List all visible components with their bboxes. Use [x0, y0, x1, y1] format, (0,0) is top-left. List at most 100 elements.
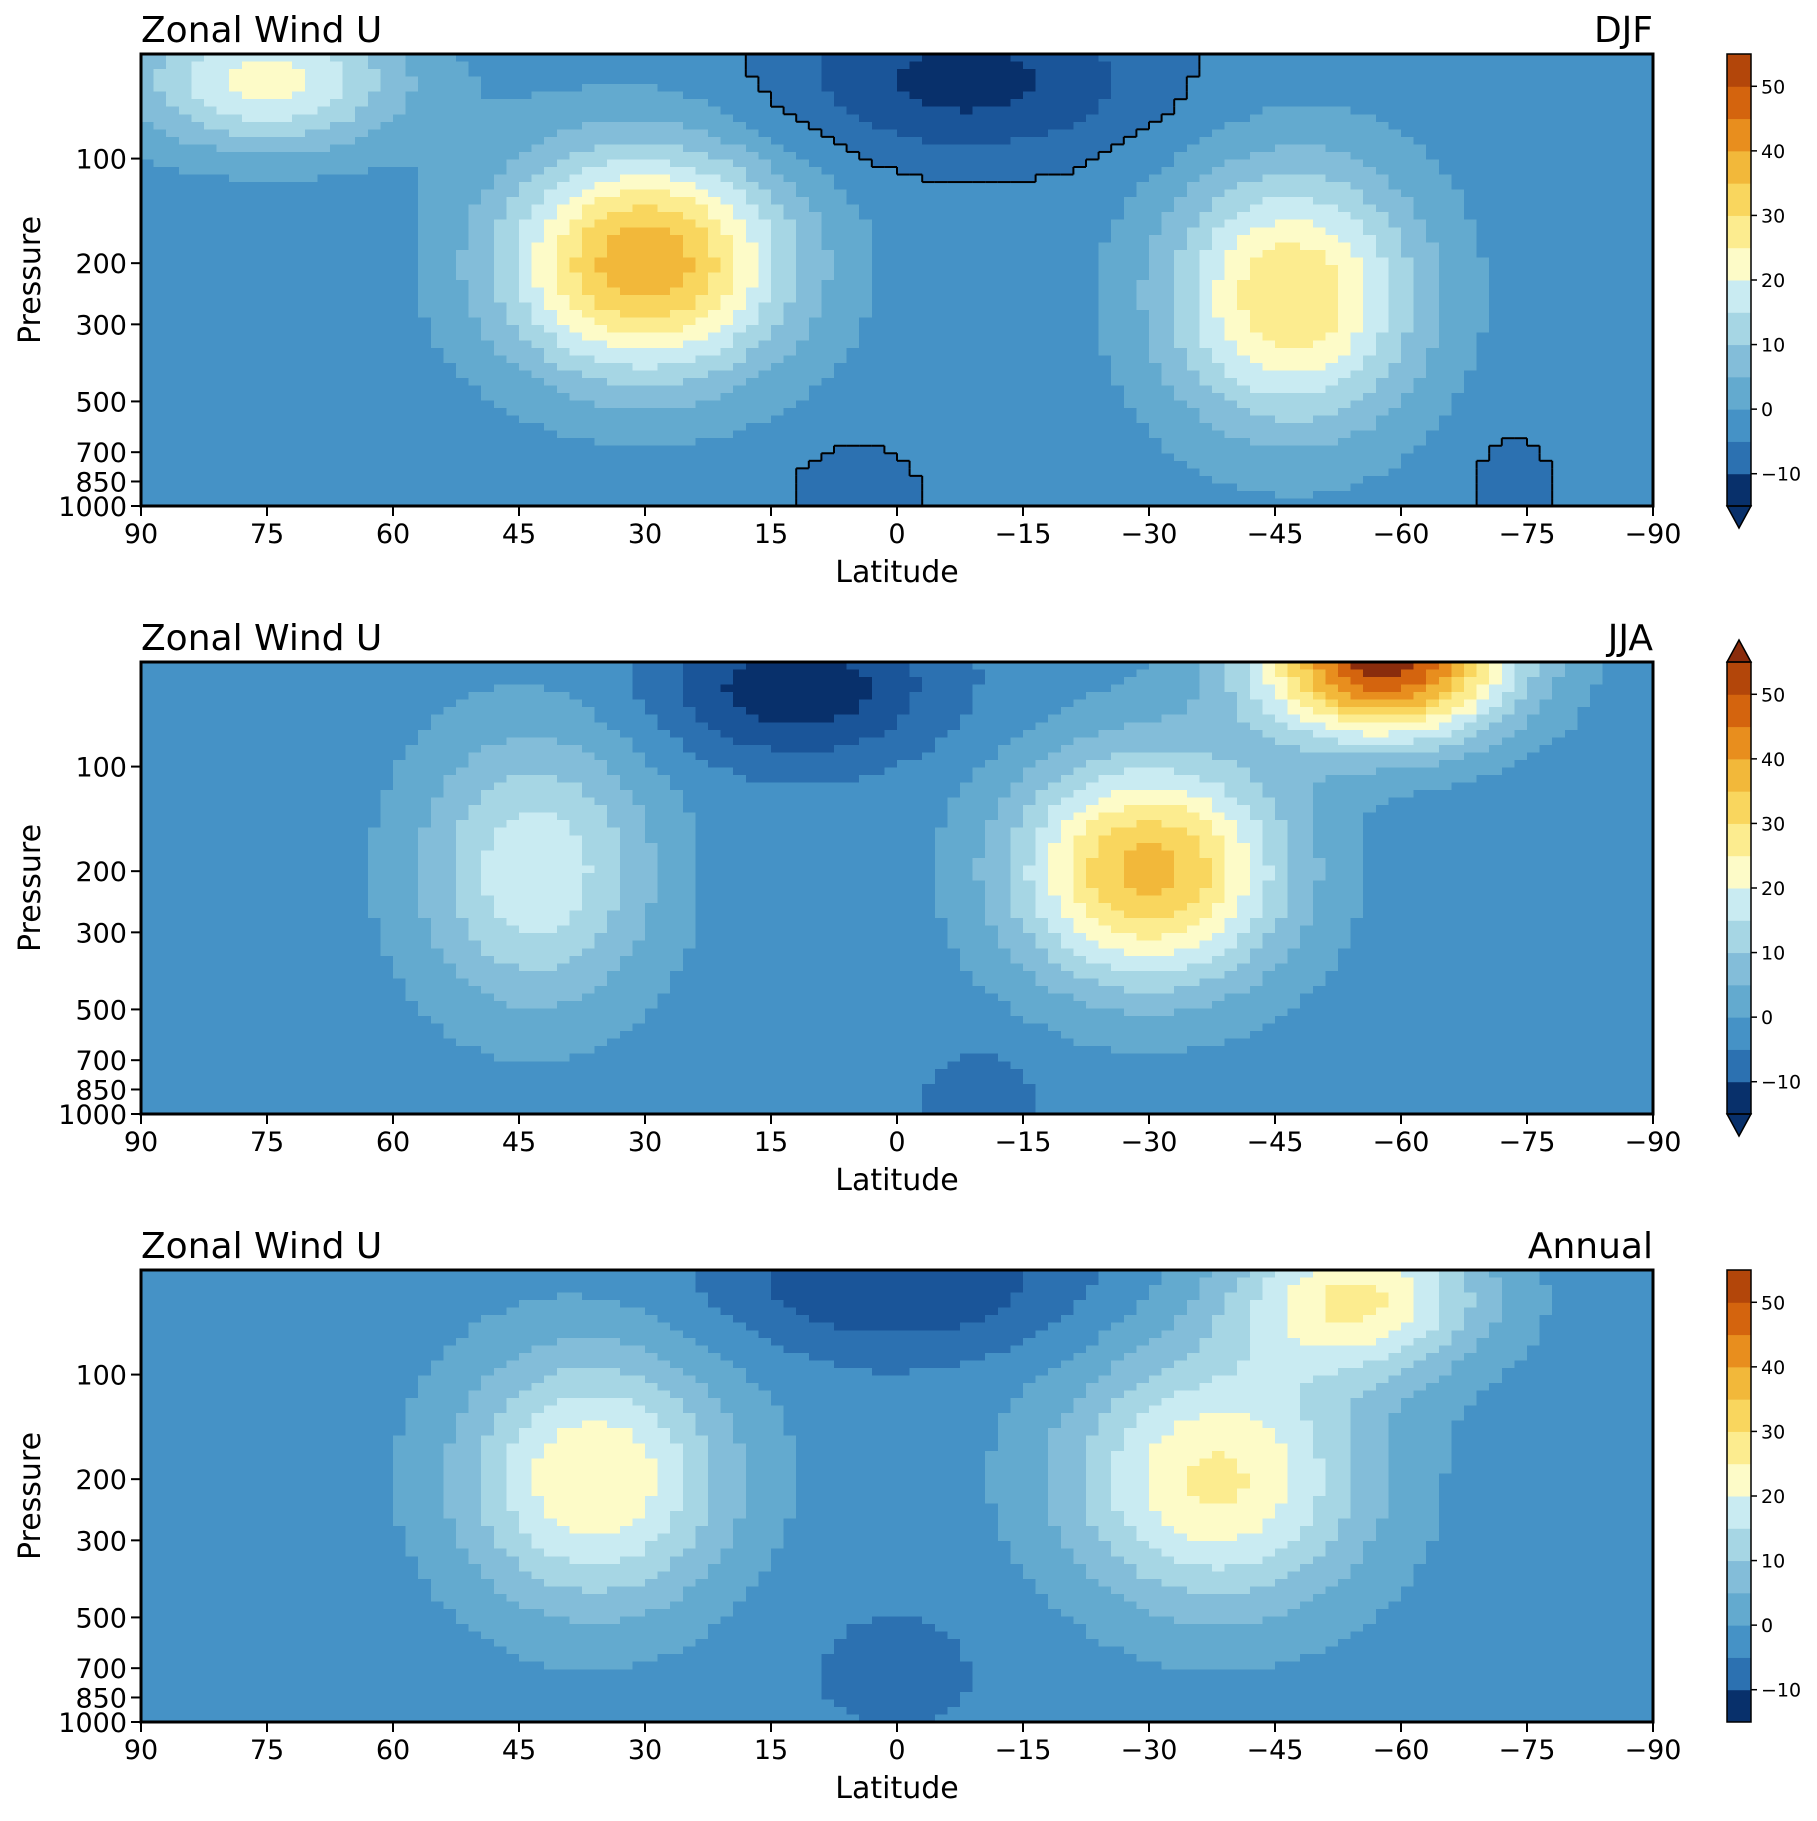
field-cell [1489, 332, 1503, 341]
field-cell [657, 61, 671, 70]
field-cell [317, 219, 331, 228]
field-cell [1325, 317, 1339, 326]
field-cell [456, 159, 470, 168]
field-cell [141, 219, 155, 228]
field-cell [771, 332, 785, 341]
field-cell [708, 310, 722, 319]
field-cell [304, 129, 318, 138]
field-cell [1060, 280, 1074, 289]
field-cell [1464, 355, 1478, 364]
field-cell [1275, 167, 1289, 176]
field-cell [1060, 99, 1074, 108]
field-cell [1514, 76, 1528, 85]
field-cell [1035, 272, 1049, 281]
field-cell [1615, 219, 1629, 228]
field-cell [632, 61, 646, 70]
field-cell [317, 99, 331, 108]
field-cell [1489, 242, 1503, 251]
field-cell [1640, 355, 1654, 364]
field-cell [304, 234, 318, 243]
field-cell [367, 340, 381, 349]
field-cell [1224, 182, 1238, 191]
field-cell [1136, 295, 1150, 304]
field-cell [972, 249, 986, 258]
field-cell [506, 242, 520, 251]
field-cell [1501, 167, 1515, 176]
field-cell [304, 182, 318, 191]
field-cell [1577, 76, 1591, 85]
field-cell [1564, 204, 1578, 213]
field-cell [393, 129, 407, 138]
field-cell [682, 257, 696, 266]
field-cell [1501, 287, 1515, 296]
field-cell [1602, 242, 1616, 251]
field-cell [1287, 197, 1301, 206]
field-cell [821, 174, 835, 183]
field-cell [1161, 264, 1175, 274]
field-cell [1161, 219, 1175, 228]
field-cell [1338, 136, 1352, 145]
field-cell [418, 234, 432, 243]
field-cell [1023, 212, 1037, 221]
field-cell [229, 362, 243, 371]
field-cell [493, 151, 507, 161]
field-cell [405, 249, 419, 258]
field-cell [670, 347, 684, 356]
field-cell [1199, 144, 1213, 153]
field-cell [796, 197, 810, 206]
field-cell [1300, 264, 1314, 274]
field-cell [556, 280, 570, 289]
field-cell [985, 264, 999, 274]
field-cell [947, 136, 961, 145]
field-cell [1564, 302, 1578, 311]
field-cell [1275, 355, 1289, 364]
field-cell [418, 332, 432, 341]
field-cell [796, 61, 810, 70]
field-cell [1300, 280, 1314, 289]
field-cell [531, 287, 545, 296]
field-cell [1237, 54, 1251, 63]
field-cell [934, 99, 948, 108]
field-cell [1174, 182, 1188, 191]
field-cell [519, 264, 533, 274]
field-cell [607, 287, 621, 296]
field-cell [267, 204, 281, 213]
field-cell [733, 121, 747, 130]
field-cell [292, 189, 306, 198]
field-cell [821, 61, 835, 70]
field-cell [808, 249, 822, 258]
field-cell [1552, 272, 1566, 281]
field-cell [808, 295, 822, 304]
field-cell [204, 295, 218, 304]
field-cell [1262, 272, 1276, 281]
field-cell [897, 355, 911, 364]
field-cell [682, 106, 696, 115]
field-cell [430, 249, 444, 258]
field-cell [720, 114, 734, 123]
field-cell [279, 332, 293, 341]
field-cell [1401, 302, 1415, 311]
field-cell [997, 61, 1011, 70]
field-cell [1224, 325, 1238, 334]
field-cell [1023, 167, 1037, 176]
field-cell [405, 325, 419, 334]
field-cell [1086, 91, 1100, 100]
field-cell [1123, 129, 1137, 138]
field-cell [229, 257, 243, 266]
field-cell [1262, 189, 1276, 198]
field-cell [834, 325, 848, 334]
field-cell [1577, 234, 1591, 243]
field-cell [1073, 61, 1087, 70]
field-cell [619, 197, 633, 206]
field-cell [216, 302, 230, 311]
field-cell [569, 234, 583, 243]
field-cell [1375, 204, 1389, 213]
field-cell [1451, 219, 1465, 228]
field-cell [355, 144, 369, 153]
field-cell [909, 264, 923, 274]
field-cell [519, 280, 533, 289]
field-cell [141, 84, 155, 93]
field-cell [317, 136, 331, 145]
field-cell [1489, 106, 1503, 115]
field-cell [531, 129, 545, 138]
